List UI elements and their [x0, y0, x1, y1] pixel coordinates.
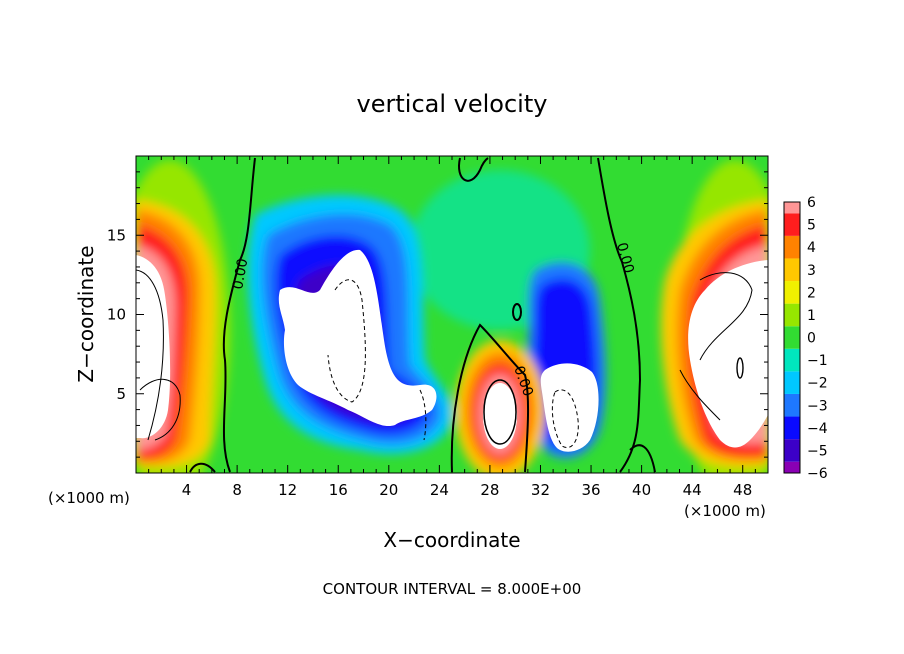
x-tick-label: 48 [733, 481, 752, 499]
colorbar-swatch [784, 213, 800, 236]
contour-label: 0.00 [613, 241, 637, 275]
colorbar-label: 4 [807, 240, 816, 256]
colorbar-label: 1 [807, 308, 816, 324]
x-unit-right: (×1000 m) [684, 502, 766, 520]
colorbar: −6 −5 −4 −3 −2 −1 0 1 2 3 4 5 6 [783, 195, 828, 482]
colorbar-label: −3 [807, 398, 828, 414]
colorbar-swatch [784, 439, 800, 462]
colorbar-swatch [784, 461, 800, 473]
colorbar-label: 0 [807, 331, 816, 347]
y-tick-label: 10 [107, 306, 126, 324]
colorbar-swatch [784, 281, 800, 304]
contour-interval-note: CONTOUR INTERVAL = 8.000E+00 [323, 580, 582, 598]
colorbar-swatch [784, 202, 800, 214]
colorbar-swatch [784, 348, 800, 372]
contour-lines [136, 157, 753, 473]
colorbar-swatch [784, 416, 800, 440]
colorbar-label: 6 [807, 195, 816, 211]
chart-title: vertical velocity [357, 90, 548, 118]
colorbar-swatch [784, 326, 800, 349]
colorbar-label: −5 [807, 443, 828, 459]
colorbar-swatch [784, 371, 800, 394]
x-tick-label: 16 [329, 481, 348, 499]
colorbar-swatch [784, 235, 800, 259]
colorbar-swatch [784, 258, 800, 282]
y-tick-label: 15 [107, 226, 126, 244]
colorbar-label: 5 [807, 218, 816, 234]
x-tick-label: 36 [581, 481, 600, 499]
colorbar-label: 3 [807, 263, 816, 279]
x-tick-label: 32 [531, 481, 550, 499]
x-tick-label: 8 [232, 481, 242, 499]
x-tick-label: 28 [480, 481, 499, 499]
x-axis-label: X−coordinate [383, 528, 520, 552]
y-axis-label: Z−coordinate [74, 245, 98, 382]
colorbar-frame [783, 201, 801, 474]
y-tick-label: 5 [116, 385, 126, 403]
x-tick-label: 24 [430, 481, 449, 499]
x-unit-left: (×1000 m) [48, 489, 130, 507]
y-axis: 5 10 15 [107, 171, 768, 458]
colorbar-label: −1 [807, 353, 828, 369]
x-tick-label: 44 [683, 481, 702, 499]
colorbar-label: 2 [807, 285, 816, 301]
colorbar-label: −2 [807, 376, 828, 392]
x-tick-label: 12 [278, 481, 297, 499]
x-axis: 4 8 12 16 20 24 28 32 36 40 44 48 [148, 156, 756, 499]
x-tick-label: 40 [632, 481, 651, 499]
contour-label: 0.00 [230, 257, 251, 290]
x-tick-label: 20 [379, 481, 398, 499]
x-tick-label: 4 [182, 481, 192, 499]
colorbar-swatch [784, 393, 800, 417]
plot-area: 0.00 0.00 0.00 [135, 155, 769, 474]
colorbar-label: −6 [807, 466, 828, 482]
out-of-range-regions [136, 249, 768, 452]
colorbar-swatch [784, 303, 800, 327]
colorbar-label: −4 [807, 421, 828, 437]
